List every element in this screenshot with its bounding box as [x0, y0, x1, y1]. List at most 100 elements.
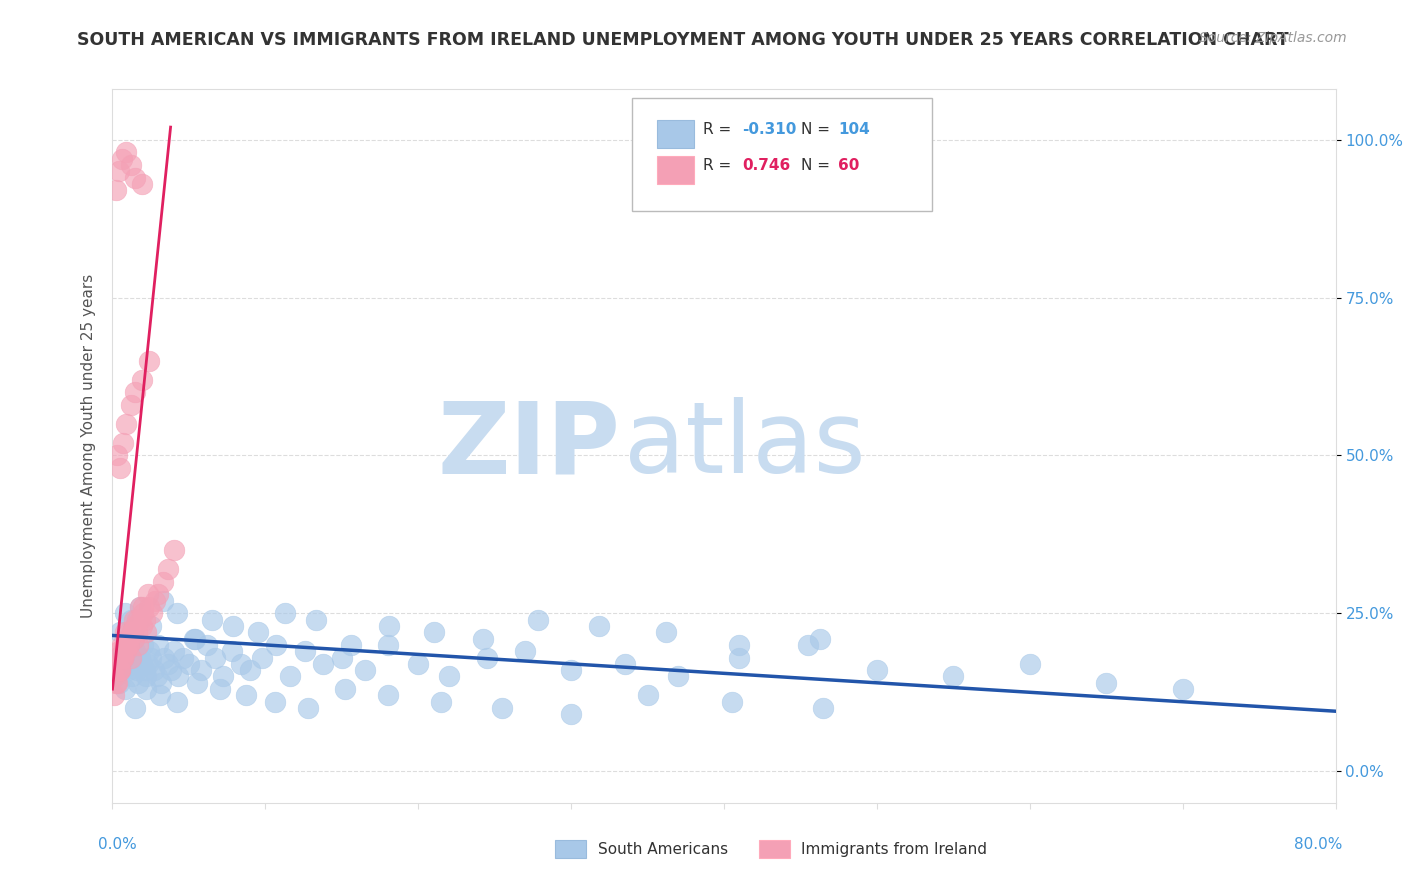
Point	[183, 632, 205, 646]
Point	[588, 619, 610, 633]
Point	[163, 543, 186, 558]
Point	[148, 587, 170, 601]
Text: R =: R =	[703, 122, 737, 137]
Point	[120, 158, 142, 172]
Point	[111, 663, 134, 677]
Point	[120, 657, 142, 671]
Point	[1018, 657, 1040, 671]
Point	[264, 638, 287, 652]
Point	[111, 650, 134, 665]
Point	[124, 170, 146, 185]
Point	[297, 701, 319, 715]
Point	[491, 701, 513, 715]
Text: 104: 104	[838, 122, 869, 137]
Point	[141, 607, 163, 621]
Point	[340, 638, 363, 652]
Point	[422, 625, 444, 640]
Text: R =: R =	[703, 158, 737, 173]
Point	[159, 663, 181, 677]
Point	[728, 650, 751, 665]
Point	[108, 461, 131, 475]
Point	[117, 663, 139, 677]
Text: South Americans: South Americans	[598, 842, 728, 856]
Point	[129, 613, 152, 627]
Point	[146, 669, 169, 683]
Point	[177, 657, 200, 671]
Point	[172, 650, 194, 665]
Point	[134, 613, 156, 627]
Point	[138, 600, 160, 615]
Point	[121, 625, 143, 640]
Text: Source: ZipAtlas.com: Source: ZipAtlas.com	[1199, 31, 1347, 45]
Point	[120, 398, 142, 412]
Point	[156, 562, 179, 576]
Point	[131, 373, 153, 387]
Text: ZIP: ZIP	[437, 398, 620, 494]
Point	[124, 644, 146, 658]
Text: 0.0%: 0.0%	[98, 837, 138, 852]
Point	[103, 689, 125, 703]
FancyBboxPatch shape	[657, 120, 693, 148]
Point	[204, 650, 226, 665]
Point	[190, 663, 212, 677]
Point	[114, 638, 136, 652]
Point	[655, 625, 678, 640]
Point	[107, 675, 129, 690]
Point	[150, 675, 173, 690]
Point	[239, 663, 262, 677]
Point	[252, 650, 274, 665]
Point	[124, 385, 146, 400]
Point	[122, 632, 145, 646]
Text: -0.310: -0.310	[742, 122, 797, 137]
Point	[132, 607, 155, 621]
Point	[134, 663, 156, 677]
Point	[208, 682, 231, 697]
Point	[120, 613, 142, 627]
Point	[139, 619, 162, 633]
Point	[108, 663, 131, 677]
Point	[118, 625, 141, 640]
Point	[195, 638, 218, 652]
Point	[408, 657, 430, 671]
Point	[112, 644, 135, 658]
Point	[246, 625, 269, 640]
Point	[139, 650, 162, 665]
Point	[263, 695, 285, 709]
Point	[131, 657, 153, 671]
Point	[728, 638, 751, 652]
Point	[114, 607, 136, 621]
Point	[125, 625, 148, 640]
Text: 80.0%: 80.0%	[1295, 837, 1343, 852]
Point	[129, 600, 152, 615]
Point	[135, 669, 157, 683]
Point	[201, 613, 224, 627]
Point	[167, 669, 190, 683]
Point	[274, 607, 297, 621]
Point	[437, 669, 460, 683]
Point	[211, 669, 233, 683]
Point	[1171, 682, 1194, 697]
Point	[222, 619, 245, 633]
Point	[104, 669, 127, 683]
Point	[138, 644, 160, 658]
Point	[613, 657, 636, 671]
Point	[1095, 675, 1118, 690]
Text: SOUTH AMERICAN VS IMMIGRANTS FROM IRELAND UNEMPLOYMENT AMONG YOUTH UNDER 25 YEAR: SOUTH AMERICAN VS IMMIGRANTS FROM IRELAN…	[77, 31, 1289, 49]
Point	[105, 675, 128, 690]
Point	[132, 600, 155, 615]
FancyBboxPatch shape	[657, 155, 693, 184]
Point	[148, 638, 170, 652]
Point	[278, 669, 301, 683]
Point	[163, 644, 186, 658]
Point	[377, 689, 399, 703]
Point	[813, 701, 835, 715]
Point	[118, 638, 141, 652]
Point	[124, 701, 146, 715]
Point	[117, 638, 139, 652]
Point	[235, 689, 257, 703]
Point	[120, 650, 142, 665]
Point	[103, 669, 125, 683]
Point	[138, 353, 160, 368]
Point	[560, 707, 582, 722]
Point	[112, 650, 135, 665]
